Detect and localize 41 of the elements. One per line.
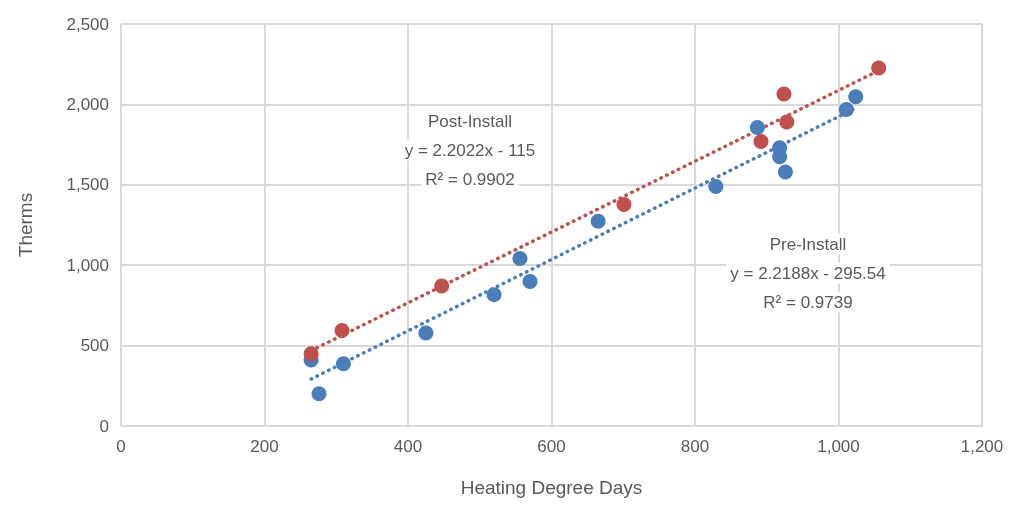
annotation: y = 2.2022x - 115 — [404, 140, 536, 160]
point — [590, 213, 606, 229]
annotation: R² = 0.9739 — [763, 292, 853, 312]
y-tick-label: 2,500 — [66, 14, 109, 34]
y-tick-label: 2,000 — [66, 94, 109, 114]
x-tick-label: 800 — [680, 437, 710, 456]
x-tick-label: 1,000 — [817, 437, 860, 456]
annotation: Post-Install — [427, 111, 513, 131]
point — [434, 278, 450, 294]
point — [708, 178, 724, 194]
point — [486, 287, 502, 303]
y-tick-label: 1,500 — [66, 175, 109, 195]
y-axis-title: Therms — [15, 192, 36, 258]
y-tick-label: 1,000 — [66, 255, 109, 275]
x-tick-label: 400 — [393, 437, 423, 456]
point — [311, 386, 327, 402]
y-tick-label: 0 — [99, 416, 109, 436]
point — [418, 325, 434, 341]
point — [848, 89, 864, 105]
annotation: y = 2.2188x - 295.54 — [730, 263, 886, 283]
point — [616, 196, 632, 212]
annotation: R² = 0.9902 — [425, 169, 515, 189]
point — [753, 134, 769, 150]
point — [871, 60, 887, 76]
x-tick-label: 1,200 — [960, 437, 1004, 456]
y-tick-label: 500 — [80, 336, 109, 356]
point — [777, 164, 793, 180]
x-axis-title: Heating Degree Days — [460, 477, 643, 498]
point — [303, 346, 319, 362]
x-tick-label: 200 — [250, 437, 279, 456]
point — [779, 114, 795, 130]
point — [776, 86, 792, 102]
point — [838, 102, 854, 118]
annotation: Pre-Install — [769, 234, 847, 254]
point — [334, 322, 350, 338]
x-tick-label: 0 — [116, 437, 126, 456]
point — [749, 120, 765, 136]
point — [512, 251, 528, 267]
point — [335, 356, 351, 372]
point — [522, 274, 538, 290]
x-tick-label: 600 — [537, 437, 566, 456]
